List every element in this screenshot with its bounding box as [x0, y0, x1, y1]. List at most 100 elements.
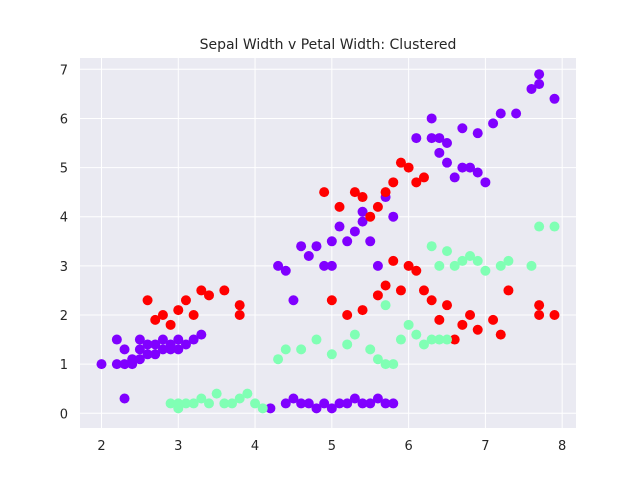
- data-point-cluster-3: [426, 334, 437, 345]
- data-point-cluster-3: [449, 260, 460, 271]
- data-point-cluster-2: [334, 201, 345, 212]
- data-point-cluster-1: [334, 398, 345, 409]
- data-point-cluster-3: [388, 359, 399, 370]
- data-point-cluster-1: [457, 123, 468, 134]
- x-tick-label: 4: [251, 439, 259, 454]
- data-point-cluster-2: [365, 211, 376, 222]
- data-point-cluster-3: [403, 319, 414, 330]
- data-point-cluster-1: [372, 393, 383, 404]
- y-tick-label: 5: [60, 162, 68, 177]
- data-point-cluster-3: [472, 255, 483, 266]
- data-point-cluster-3: [395, 334, 406, 345]
- y-tick-label: 3: [60, 260, 68, 275]
- data-point-cluster-2: [395, 285, 406, 296]
- data-point-cluster-3: [211, 388, 222, 399]
- data-point-cluster-1: [280, 398, 291, 409]
- y-tick-label: 2: [60, 309, 68, 324]
- data-point-cluster-3: [349, 329, 360, 340]
- data-point-cluster-3: [342, 339, 353, 350]
- x-tick-label: 3: [174, 439, 182, 454]
- data-point-cluster-3: [418, 339, 429, 350]
- data-point-cluster-2: [534, 300, 545, 311]
- data-point-cluster-1: [142, 339, 153, 350]
- data-point-cluster-2: [372, 201, 383, 212]
- data-point-cluster-1: [349, 393, 360, 404]
- data-point-cluster-1: [372, 260, 383, 271]
- data-point-cluster-2: [165, 319, 176, 330]
- data-point-cluster-2: [380, 187, 391, 198]
- data-point-cluster-3: [296, 344, 307, 355]
- data-point-cluster-3: [365, 344, 376, 355]
- data-point-cluster-1: [534, 79, 545, 90]
- data-point-cluster-2: [403, 260, 414, 271]
- data-point-cluster-2: [457, 319, 468, 330]
- y-tick-label: 4: [60, 211, 68, 226]
- data-point-cluster-2: [549, 309, 560, 320]
- data-point-cluster-2: [449, 334, 460, 345]
- data-point-cluster-2: [472, 324, 483, 335]
- data-point-cluster-2: [403, 162, 414, 173]
- data-point-cluster-1: [265, 403, 276, 414]
- data-point-cluster-1: [349, 226, 360, 237]
- data-point-cluster-1: [119, 344, 130, 355]
- data-point-cluster-3: [227, 398, 238, 409]
- data-point-cluster-2: [188, 309, 199, 320]
- data-point-cluster-1: [380, 398, 391, 409]
- data-point-cluster-3: [257, 403, 268, 414]
- data-point-cluster-1: [480, 177, 491, 188]
- data-point-cluster-3: [426, 241, 437, 252]
- data-point-cluster-1: [495, 108, 506, 119]
- data-points: [96, 69, 560, 414]
- data-point-cluster-3: [326, 349, 337, 360]
- data-point-cluster-3: [280, 344, 291, 355]
- data-point-cluster-2: [434, 314, 445, 325]
- x-tick-label: 8: [558, 439, 566, 454]
- data-point-cluster-2: [418, 172, 429, 183]
- data-point-cluster-2: [418, 285, 429, 296]
- data-point-cluster-1: [303, 398, 314, 409]
- data-point-cluster-3: [434, 334, 445, 345]
- data-point-cluster-2: [442, 300, 453, 311]
- x-tick-label: 6: [404, 439, 412, 454]
- chart-title: Sepal Width v Petal Width: Clustered: [200, 37, 457, 53]
- data-point-cluster-3: [480, 265, 491, 276]
- data-point-cluster-1: [188, 334, 199, 345]
- data-point-cluster-1: [326, 236, 337, 247]
- data-point-cluster-3: [465, 251, 476, 262]
- data-point-cluster-1: [288, 393, 299, 404]
- data-point-cluster-3: [165, 398, 176, 409]
- data-point-cluster-2: [411, 177, 422, 188]
- data-point-cluster-1: [127, 354, 138, 365]
- data-point-cluster-2: [357, 192, 368, 203]
- data-point-cluster-1: [150, 349, 161, 360]
- data-point-cluster-3: [495, 260, 506, 271]
- data-point-cluster-3: [411, 329, 422, 340]
- data-point-cluster-1: [173, 334, 184, 345]
- data-point-cluster-1: [388, 398, 399, 409]
- data-point-cluster-1: [311, 241, 322, 252]
- data-point-cluster-2: [326, 295, 337, 306]
- data-point-cluster-3: [534, 221, 545, 232]
- data-point-cluster-1: [319, 398, 330, 409]
- x-tick-label: 5: [328, 439, 336, 454]
- data-point-cluster-1: [526, 83, 537, 94]
- data-point-cluster-2: [142, 295, 153, 306]
- data-point-cluster-1: [96, 359, 107, 370]
- data-point-cluster-2: [372, 290, 383, 301]
- data-point-cluster-3: [311, 334, 322, 345]
- data-point-cluster-2: [150, 314, 161, 325]
- data-point-cluster-1: [334, 221, 345, 232]
- data-point-cluster-2: [357, 305, 368, 316]
- data-point-cluster-3: [180, 398, 191, 409]
- data-point-cluster-1: [365, 398, 376, 409]
- data-point-cluster-3: [380, 300, 391, 311]
- data-point-cluster-1: [142, 349, 153, 360]
- y-tick-label: 7: [60, 63, 68, 78]
- data-point-cluster-3: [442, 334, 453, 345]
- data-point-cluster-2: [234, 309, 245, 320]
- data-point-cluster-3: [242, 388, 253, 399]
- data-point-cluster-2: [426, 295, 437, 306]
- data-point-cluster-3: [273, 354, 284, 365]
- data-point-cluster-1: [357, 206, 368, 217]
